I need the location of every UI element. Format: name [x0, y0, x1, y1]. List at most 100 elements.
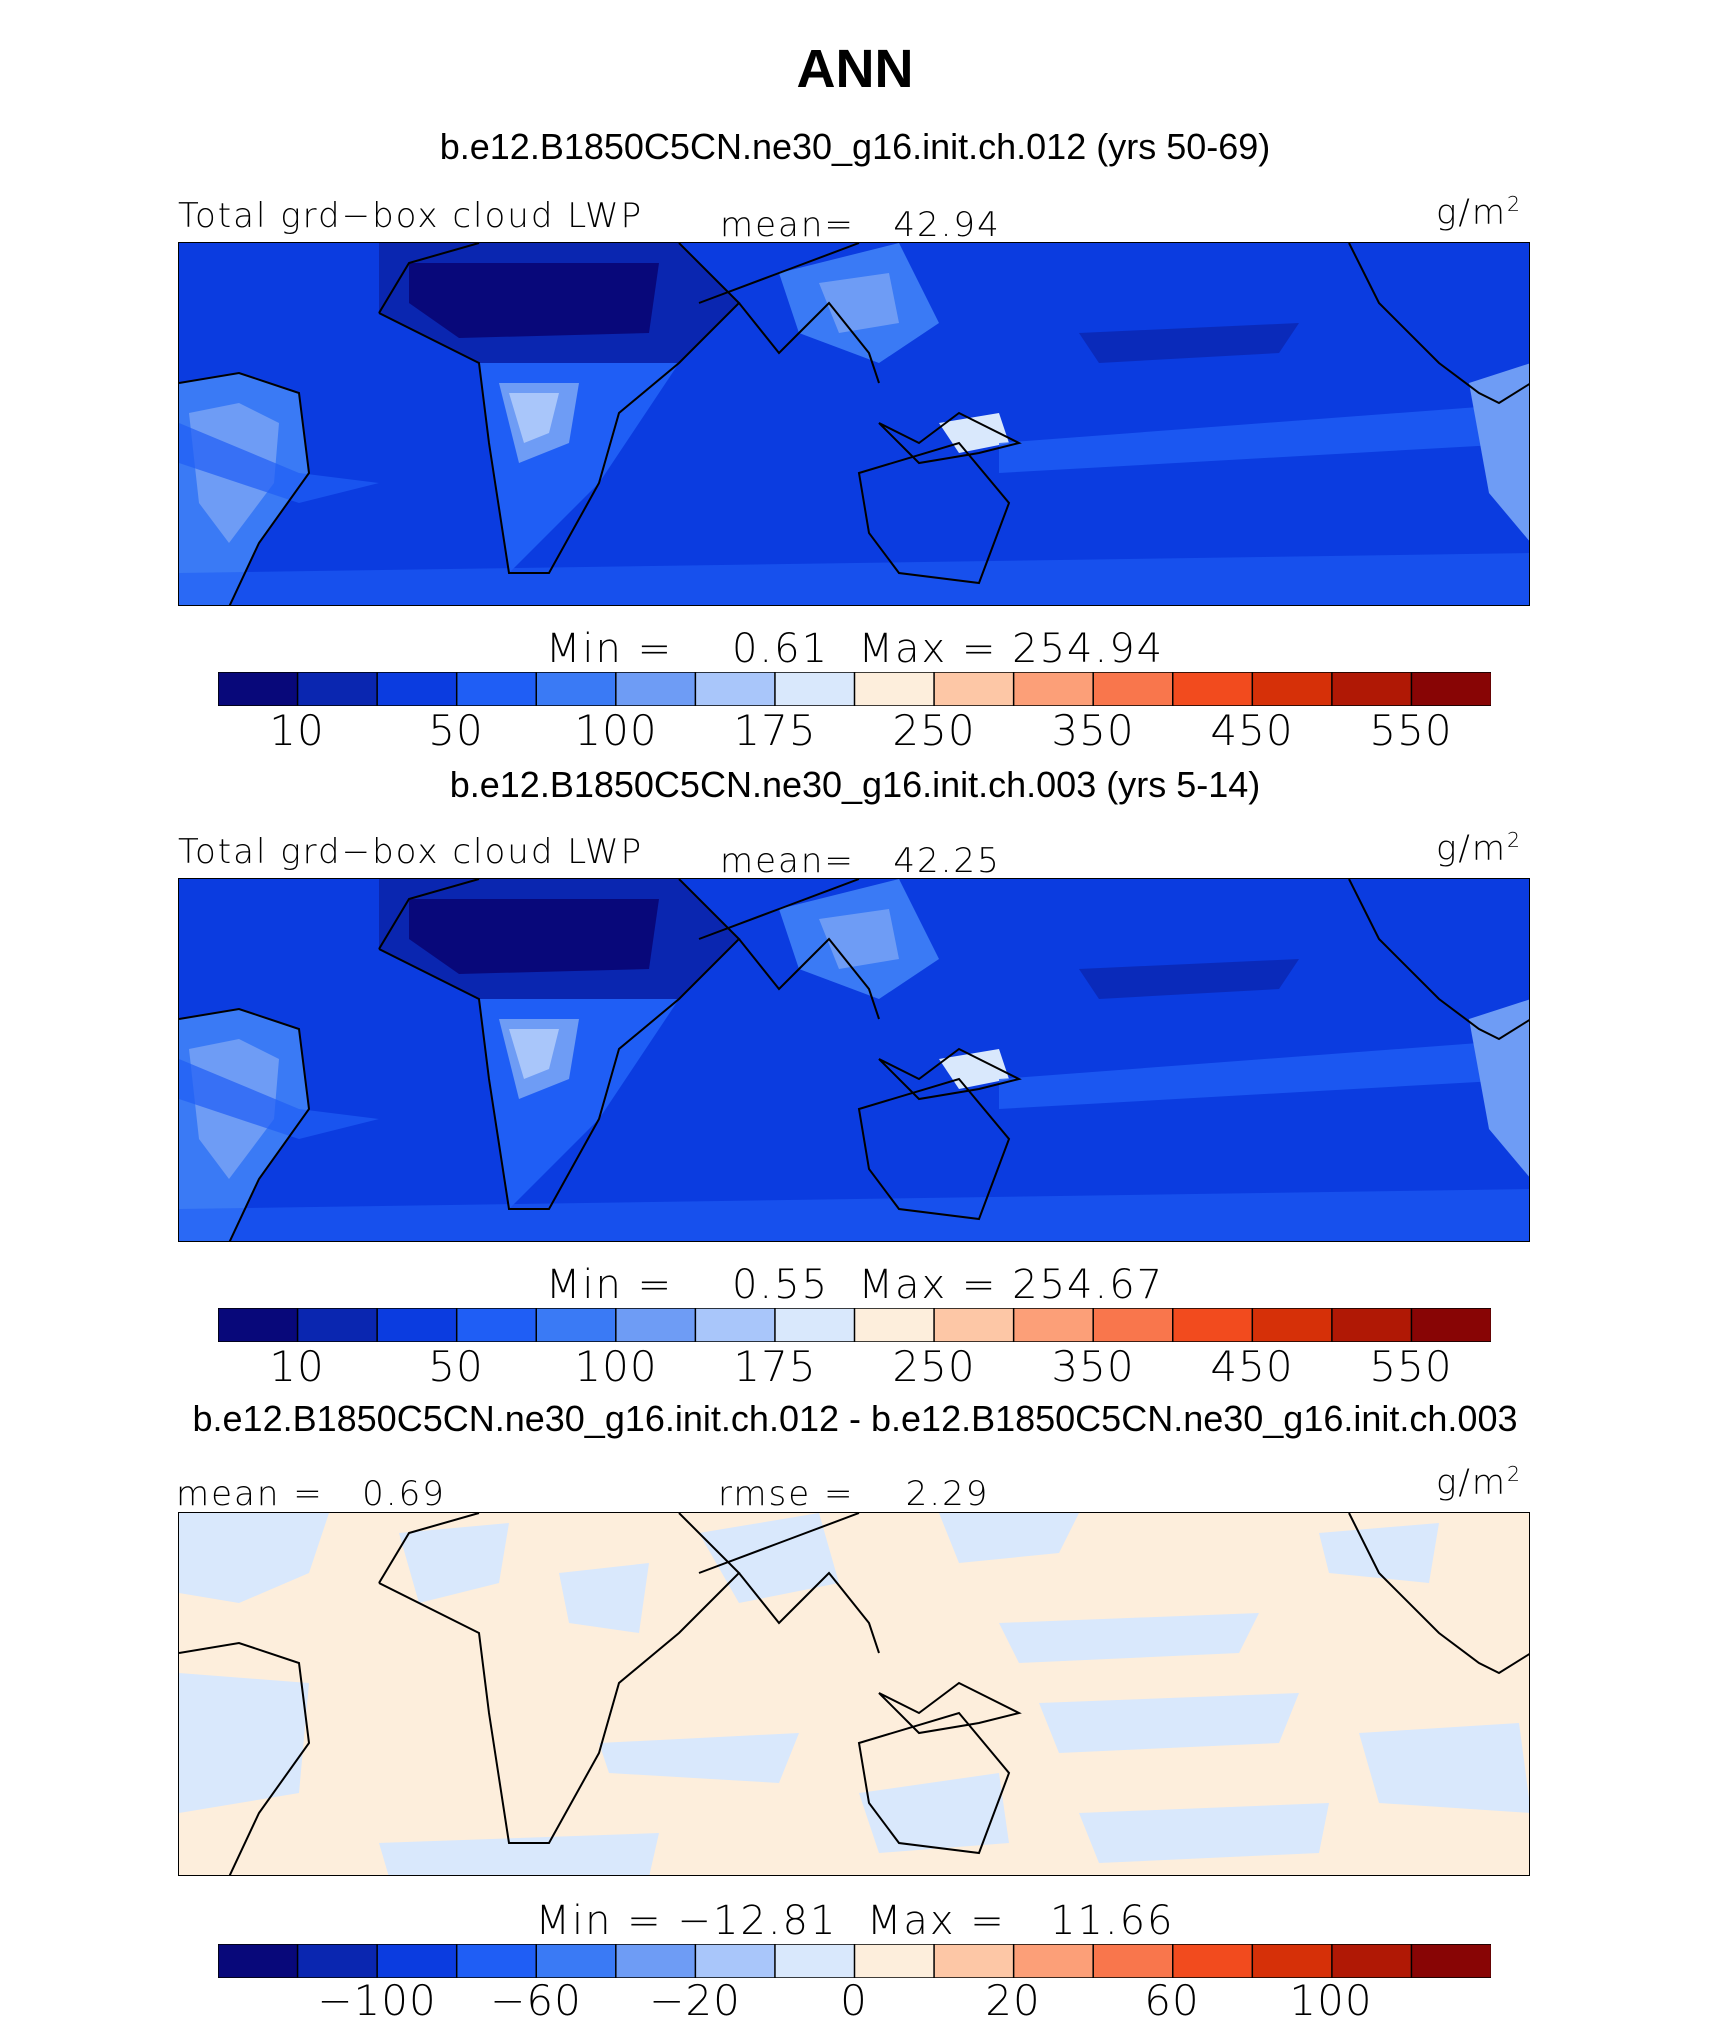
panel-3-max-value: 11.66	[1049, 1898, 1175, 1944]
colorbar-swatch	[1331, 1944, 1413, 1978]
colorbar-swatch	[853, 672, 936, 706]
colorbar-swatch	[1092, 1944, 1174, 1978]
panel-3-rmse-value: 2.29	[905, 1474, 990, 1514]
colorbar-swatch	[376, 1944, 458, 1978]
colorbar-swatch	[455, 1308, 538, 1342]
colorbar-swatch	[933, 1308, 1015, 1342]
panel-2-tick: 550	[1369, 1342, 1453, 1391]
panel-3-tick: 60	[1144, 1976, 1200, 2025]
panel-1-unit: g/m2	[1436, 192, 1522, 233]
colorbar-swatch	[376, 672, 458, 706]
panel-2-mean-value: 42.25	[893, 841, 1001, 881]
panel-1-tick: 50	[428, 706, 484, 755]
panel-3-tick: 100	[1289, 1976, 1373, 2025]
colorbar-swatch	[455, 1944, 538, 1978]
colorbar-swatch	[1331, 1308, 1413, 1342]
panel-1-tick: 250	[892, 706, 976, 755]
colorbar-swatch	[1410, 1308, 1491, 1342]
panel-1-variable-label: Total grd−box cloud LWP	[178, 196, 644, 236]
panel-1-tick: 10	[269, 706, 325, 755]
colorbar-swatch	[535, 672, 618, 706]
panel-1-title: b.e12.B1850C5CN.ne30_g16.init.ch.012 (yr…	[439, 126, 1271, 167]
panel-3-tick: −100	[317, 1976, 437, 2025]
colorbar-swatch	[218, 672, 299, 706]
panel-1-min-max: Min = 0.61 Max = 254.94	[545, 626, 1165, 672]
panel-2-title: b.e12.B1850C5CN.ne30_g16.init.ch.003 (yr…	[449, 764, 1261, 805]
panel-1-tick: 550	[1369, 706, 1453, 755]
colorbar-swatch	[1092, 1308, 1174, 1342]
colorbar-swatch	[933, 1944, 1015, 1978]
colorbar-swatch	[1251, 1944, 1334, 1978]
panel-1-map	[178, 242, 1530, 606]
panel-2-tick: 100	[574, 1342, 658, 1391]
panel-3-tick: 20	[985, 1976, 1041, 2025]
colorbar-swatch	[296, 1308, 379, 1342]
panel-3-mean-value: 0.69	[362, 1474, 446, 1514]
colorbar-swatch	[615, 672, 697, 706]
panel-1-mean-value: 42.94	[893, 205, 1001, 245]
panel-3-tick: −60	[490, 1976, 582, 2025]
colorbar-swatch	[1251, 1308, 1334, 1342]
panel-2-tick: 175	[733, 1342, 817, 1391]
colorbar-swatch	[296, 672, 379, 706]
panel-3-map	[178, 1512, 1530, 1876]
panel-2-colorbar	[218, 1308, 1491, 1342]
panel-1-min-value: 0.61	[731, 626, 830, 672]
panel-2-min-value: 0.55	[731, 1262, 830, 1308]
colorbar-swatch	[1012, 672, 1095, 706]
panel-3-tick: 0	[840, 1976, 868, 2025]
panel-2-map	[178, 878, 1530, 1242]
panel-1-tick: 175	[733, 706, 817, 755]
panel-2-tick: 350	[1051, 1342, 1135, 1391]
colorbar-swatch	[774, 672, 856, 706]
panel-3-mean-label: mean = 0.69	[176, 1474, 446, 1514]
colorbar-swatch	[694, 1944, 777, 1978]
colorbar-swatch	[615, 1308, 697, 1342]
colorbar-swatch	[1172, 672, 1254, 706]
colorbar-swatch	[853, 1944, 936, 1978]
colorbar-swatch	[1092, 672, 1174, 706]
panel-2-tick: 450	[1210, 1342, 1294, 1391]
colorbar-swatch	[1012, 1944, 1095, 1978]
panel-1-max-value: 254.94	[1012, 626, 1165, 672]
panel-2-mean-label: mean= 42.25	[720, 841, 1001, 881]
colorbar-swatch	[1410, 672, 1491, 706]
colorbar-swatch	[774, 1308, 856, 1342]
panel-2-tick: 10	[269, 1342, 325, 1391]
panel-2-tick: 250	[892, 1342, 976, 1391]
colorbar-swatch	[615, 1944, 697, 1978]
colorbar-swatch	[694, 1308, 777, 1342]
colorbar-swatch	[218, 1308, 299, 1342]
colorbar-swatch	[694, 672, 777, 706]
panel-2-unit: g/m2	[1436, 828, 1522, 869]
panel-3-colorbar	[218, 1944, 1491, 1978]
panel-1-tick: 350	[1051, 706, 1135, 755]
panel-3-tick: −20	[649, 1976, 741, 2025]
colorbar-swatch	[218, 1944, 299, 1978]
colorbar-swatch	[1172, 1944, 1254, 1978]
panel-2-tick: 50	[428, 1342, 484, 1391]
colorbar-swatch	[1172, 1308, 1254, 1342]
panel-1-mean-label: mean= 42.94	[720, 205, 1001, 245]
colorbar-swatch	[296, 1944, 379, 1978]
panel-3-unit: g/m2	[1436, 1462, 1522, 1503]
panel-1-tick: 450	[1210, 706, 1294, 755]
page-title: ANN	[796, 39, 914, 99]
panel-2-min-max: Min = 0.55 Max = 254.67	[545, 1262, 1165, 1308]
colorbar-swatch	[535, 1308, 618, 1342]
colorbar-swatch	[376, 1308, 458, 1342]
colorbar-swatch	[774, 1944, 856, 1978]
colorbar-swatch	[455, 672, 538, 706]
colorbar-swatch	[1012, 1308, 1095, 1342]
panel-3-title: b.e12.B1850C5CN.ne30_g16.init.ch.012 - b…	[192, 1398, 1518, 1439]
panel-1-tick: 100	[574, 706, 658, 755]
colorbar-swatch	[933, 672, 1015, 706]
panel-3-min-value: −12.81	[677, 1898, 838, 1944]
panel-2-max-value: 254.67	[1012, 1262, 1165, 1308]
panel-2-variable-label: Total grd−box cloud LWP	[178, 832, 644, 872]
colorbar-swatch	[1251, 672, 1334, 706]
colorbar-swatch	[1331, 672, 1413, 706]
colorbar-swatch	[1410, 1944, 1491, 1978]
panel-3-min-max: Min = −12.81 Max = 11.66	[535, 1898, 1175, 1944]
colorbar-swatch	[535, 1944, 618, 1978]
